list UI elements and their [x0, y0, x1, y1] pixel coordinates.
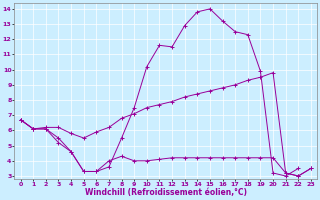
X-axis label: Windchill (Refroidissement éolien,°C): Windchill (Refroidissement éolien,°C): [85, 188, 247, 197]
